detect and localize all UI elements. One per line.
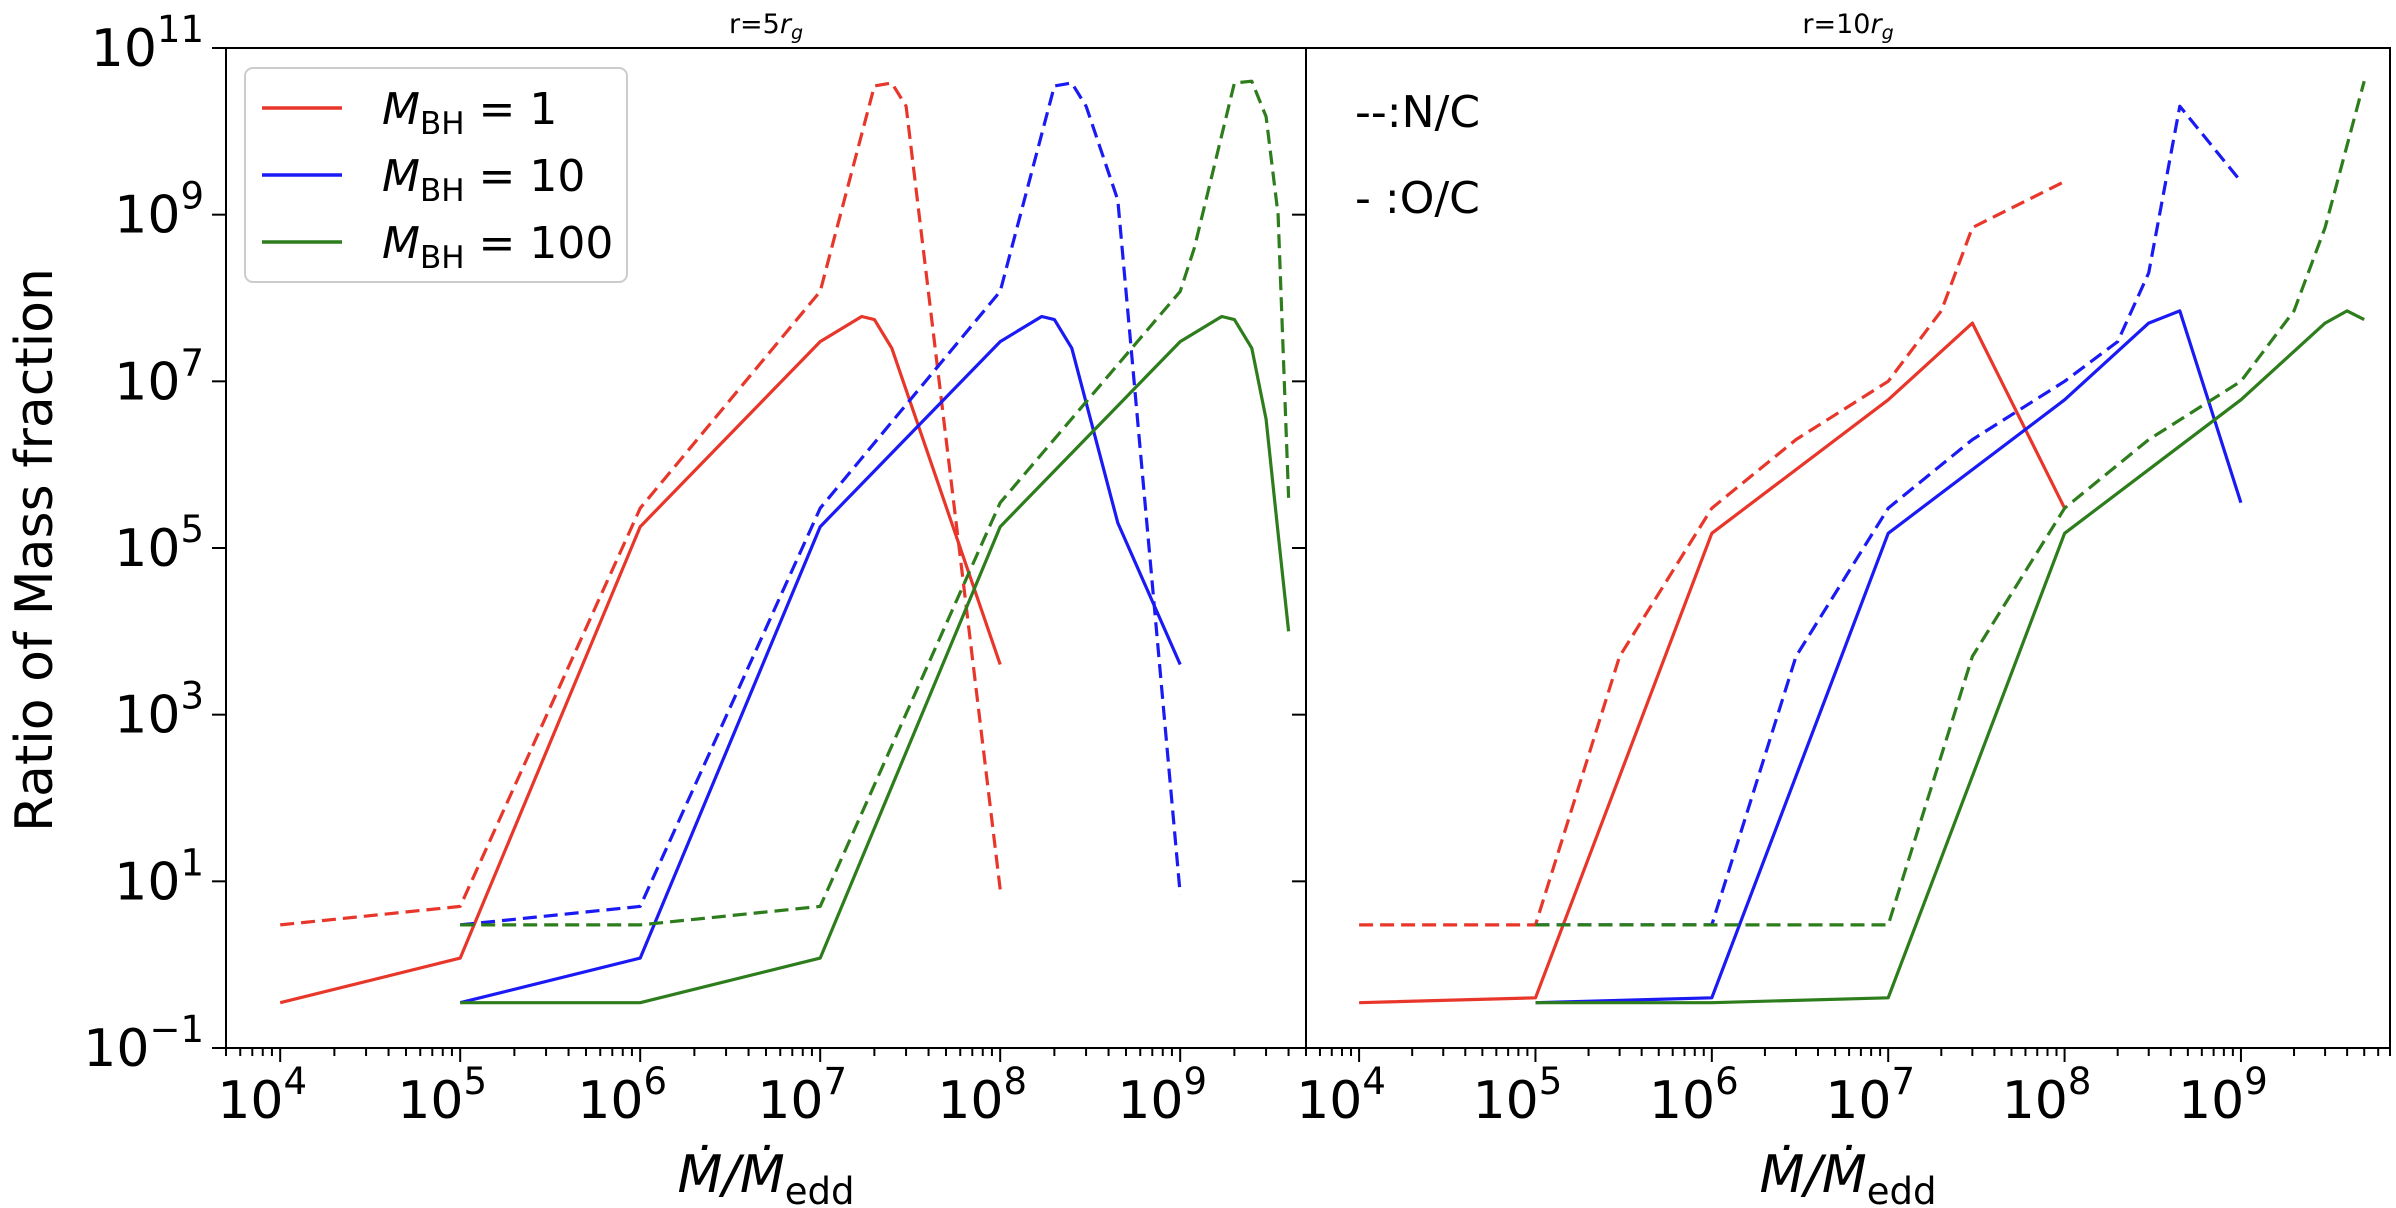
x-tick-label: 109 (2178, 1060, 2268, 1131)
series-line-nc (460, 81, 1182, 927)
legend-entry: MBH = 10 (382, 151, 585, 209)
y-tick-label: 10−1 (83, 1008, 204, 1079)
x-tick-label: 106 (1649, 1060, 1739, 1131)
panel-title: r=5rg (729, 9, 803, 44)
x-tick-label: 105 (397, 1060, 487, 1131)
y-tick-label: 109 (114, 175, 204, 246)
line-style-annotation: --:N/C - :O/C (1355, 87, 1480, 224)
x-tick-label: 105 (1473, 1060, 1563, 1131)
x-axis-label: Ṁ/Ṁedd (678, 1144, 855, 1208)
series-line-nc (1535, 104, 2243, 927)
x-tick-label: 109 (1117, 1060, 1207, 1131)
annotation-dashed: --:N/C (1355, 87, 1480, 138)
series-group (279, 79, 1291, 1005)
y-tick-label: 1011 (91, 8, 204, 79)
series-line-nc (1359, 180, 2066, 927)
series-line-nc (1535, 80, 2366, 927)
panel-r10: r=10rg 104 105 106 107 108 109 Ṁ/Ṁedd (1292, 9, 2391, 1208)
x-tick-label: 107 (1825, 1060, 1915, 1131)
series-line-oc (279, 314, 1002, 1005)
y-tick-label: 105 (114, 508, 204, 579)
series-line-oc (460, 314, 1291, 1005)
series-line-oc (1535, 309, 2243, 1005)
legend: MBH = 1 MBH = 10 MBH = 100 (244, 67, 628, 283)
x-tick-label: 108 (2002, 1060, 2092, 1131)
legend-entry: MBH = 1 (382, 84, 557, 142)
x-tick-label: 104 (1296, 1060, 1386, 1131)
panel-r5: r=5rg 104 105 106 107 108 109 10−1 101 103 105 107 1… (83, 8, 1307, 1208)
x-tick-label: 104 (217, 1060, 307, 1131)
series-line-nc (460, 79, 1291, 927)
x-tick-label: 107 (757, 1060, 847, 1131)
y-tick-label: 101 (114, 841, 204, 912)
series-line-oc (1535, 309, 2365, 1005)
series-group (1359, 80, 2366, 1005)
series-line-nc (280, 81, 1002, 927)
legend-entry: MBH = 100 (382, 218, 613, 276)
y-tick-label: 103 (114, 675, 204, 746)
legend-box (244, 67, 628, 283)
panel-title: r=10rg (1802, 9, 1893, 44)
x-axis-label: Ṁ/Ṁedd (1760, 1144, 1937, 1208)
series-line-oc (1359, 321, 2067, 1005)
series-line-oc (459, 314, 1182, 1005)
x-tick-label: 108 (937, 1060, 1027, 1131)
x-tick-label: 106 (577, 1060, 667, 1131)
annotation-solid: - :O/C (1355, 173, 1480, 224)
y-axis-label: Ratio of Mass fraction (5, 268, 65, 832)
y-tick-label: 107 (114, 341, 204, 412)
